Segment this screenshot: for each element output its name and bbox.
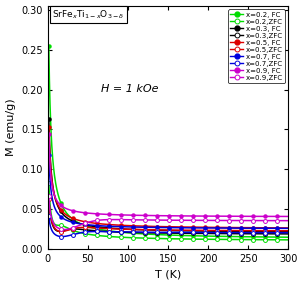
X-axis label: T (K): T (K) bbox=[155, 269, 181, 280]
Text: SrFe$_x$Ti$_{1-x}$O$_{3-\delta}$: SrFe$_x$Ti$_{1-x}$O$_{3-\delta}$ bbox=[52, 8, 125, 21]
Y-axis label: M (emu/g): M (emu/g) bbox=[5, 99, 15, 156]
Legend: x=0.2, FC, x=0.2,ZFC, x=0.3, FC, x=0.3,ZFC, x=0.5, FC, x=0.5,ZFC, x=0.7, FC, x=0: x=0.2, FC, x=0.2,ZFC, x=0.3, FC, x=0.3,Z… bbox=[228, 9, 285, 83]
Text: H = 1 kOe: H = 1 kOe bbox=[101, 84, 158, 94]
